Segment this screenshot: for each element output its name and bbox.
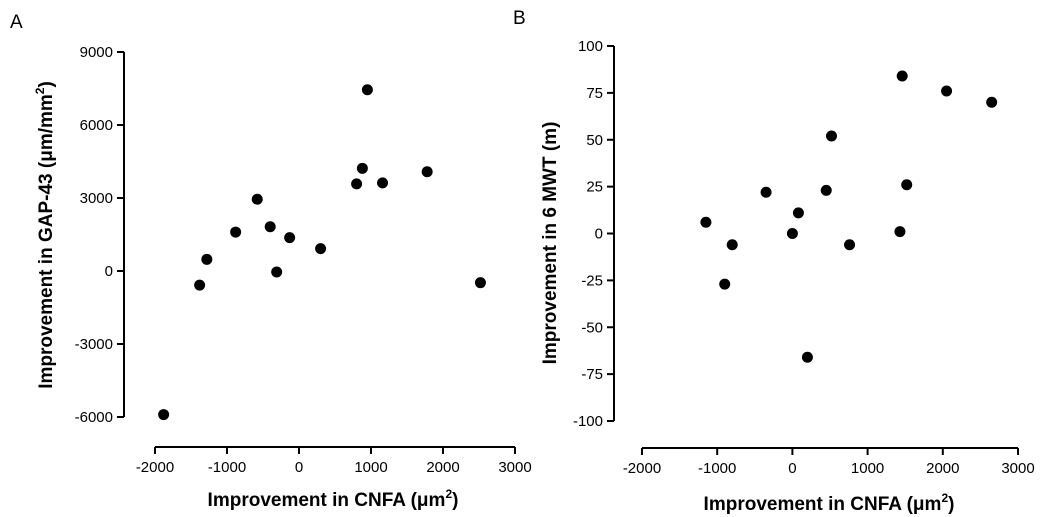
y-tick-label: 100 [578,38,603,55]
data-point [284,232,296,244]
x-tick-label: -1000 [208,459,246,476]
data-point [264,221,276,233]
panel-label-b: B [513,8,526,29]
data-point [251,193,263,205]
data-point [719,278,731,290]
x-tick-label: -2000 [623,460,661,477]
data-point [844,239,856,251]
data-point [158,409,170,421]
data-point [201,253,213,265]
data-point [361,84,373,96]
data-point [826,130,838,142]
data-point [700,216,712,228]
y-tick-label: -6000 [75,409,113,426]
panel-b: B -2000 -1000 0 1000 2000 3000 -100 -75 -50 -25 0… [513,8,1035,515]
y-tick-label: -3000 [75,336,113,353]
data-point [230,226,242,238]
x-axis-title-b: Improvement in CNFA (μm2) [704,491,955,515]
x-tick-label: 2000 [926,460,959,477]
data-point [901,179,913,191]
data-point [801,351,813,363]
data-point [474,277,486,289]
y-tick-label: -25 [581,272,603,289]
y-tick-label: 6000 [80,117,113,134]
x-tick-label: -1000 [698,460,736,477]
y-ticks-b: -100 -75 -50 -25 0 25 50 75 100 [573,38,614,430]
data-point [986,96,998,108]
data-point [726,239,738,251]
data-point [356,162,368,174]
y-tick-label: 3000 [80,190,113,207]
axes-a [123,52,515,448]
data-point [786,228,798,239]
data-point [351,178,363,190]
y-ticks-a: -6000 -3000 0 3000 6000 9000 [75,44,124,426]
x-tick-label: 1000 [851,460,884,477]
x-tick-label: 1000 [354,459,387,476]
panel-label-a: A [10,12,23,33]
x-axis-title-a: Improvement in CNFA (μm2) [208,487,459,511]
x-tick-label: 3000 [498,459,531,476]
data-point [194,279,206,291]
data-point [377,177,389,189]
x-tick-label: 0 [788,460,796,477]
data-point [271,266,283,278]
data-point [792,207,804,219]
data-point [941,85,953,97]
data-point [760,186,772,198]
y-tick-label: 0 [595,226,603,243]
data-point [421,166,433,178]
data-point [820,184,832,196]
y-tick-label: -75 [581,366,603,383]
data-point [894,226,906,238]
y-tick-label: 75 [586,85,603,102]
x-tick-label: 0 [295,459,303,476]
y-tick-label: -100 [573,413,603,430]
y-tick-label: 0 [105,263,113,280]
y-tick-label: 25 [586,179,603,196]
x-ticks-a: -2000 -1000 0 1000 2000 3000 [136,447,532,476]
y-tick-label: -50 [581,319,603,336]
axes-b [613,46,1018,449]
y-tick-label: 9000 [80,44,113,61]
data-point [315,243,327,255]
x-tick-label: 3000 [1001,460,1034,477]
x-tick-label: 2000 [426,459,459,476]
y-axis-title-a: Improvement in GAP-43 (μm/mm2) [33,81,57,389]
data-point [896,70,908,82]
y-axis-title-b: Improvement in 6 MWT (m) [540,122,561,365]
panel-a: A -2000 -1000 0 1000 2000 3000 -6000 -3000 0 300… [10,12,532,511]
x-tick-label: -2000 [136,459,174,476]
y-tick-label: 50 [586,132,603,149]
points-a [158,84,486,421]
x-ticks-b: -2000 -1000 0 1000 2000 3000 [623,448,1035,477]
points-b [700,70,998,363]
